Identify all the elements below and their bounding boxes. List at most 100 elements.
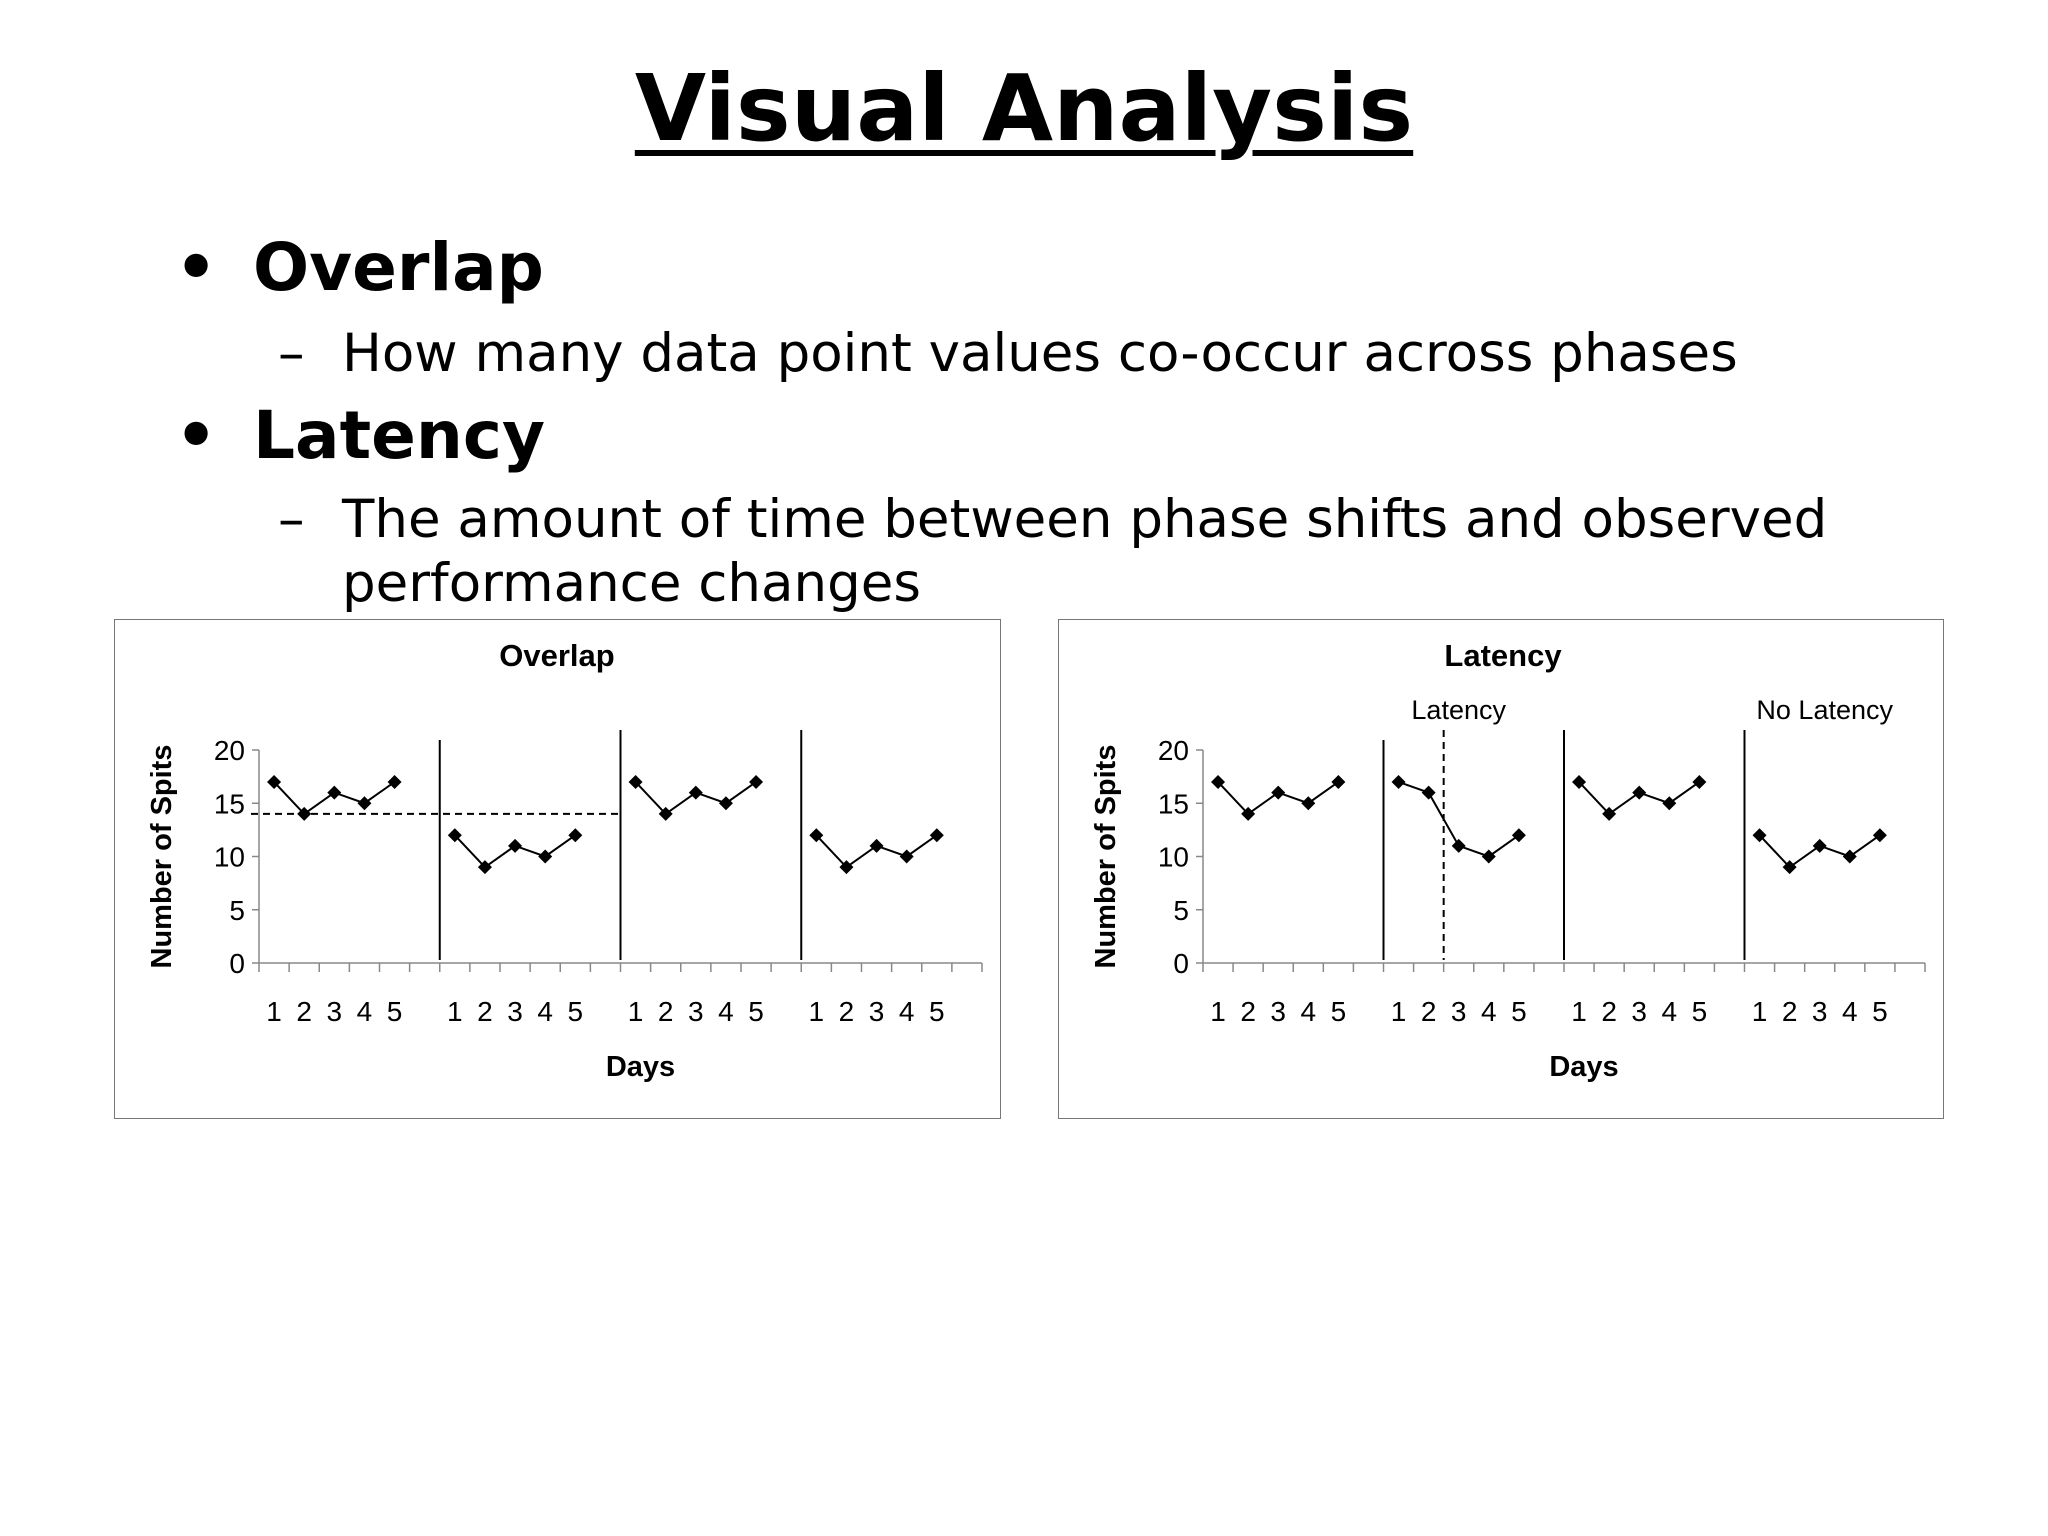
- data-point: [508, 838, 523, 853]
- sub-bullet-latency-line1: The amount of time between phase shifts …: [342, 489, 1828, 550]
- bullet-overlap: • Overlap: [175, 229, 544, 306]
- x-tick-label: 5: [1511, 996, 1527, 1027]
- y-tick-label: 5: [1173, 895, 1189, 926]
- sub-bullet-latency-line2: performance changes: [342, 553, 921, 614]
- x-tick-label: 3: [1631, 996, 1647, 1027]
- data-point: [718, 796, 733, 811]
- slide-title: Visual Analysis: [0, 58, 2048, 159]
- y-tick-label: 0: [229, 948, 245, 979]
- data-point: [357, 796, 372, 811]
- chart-title: Overlap: [499, 638, 614, 673]
- bullet-heading-latency: Latency: [253, 397, 546, 474]
- data-point: [1271, 785, 1286, 800]
- data-point: [1301, 796, 1316, 811]
- data-point: [1842, 849, 1857, 864]
- data-point: [809, 828, 824, 843]
- data-point: [1602, 806, 1617, 821]
- y-tick-label: 10: [1158, 842, 1189, 873]
- sub-bullet-latency: – The amount of time between phase shifts…: [278, 488, 1827, 616]
- x-tick-label: 5: [1692, 996, 1708, 1027]
- x-tick-label: 4: [357, 996, 373, 1027]
- y-axis-title: Number of Spits: [146, 745, 178, 969]
- x-tick-label: 3: [1812, 996, 1828, 1027]
- data-point: [327, 785, 342, 800]
- annotation-latency: Latency: [1411, 695, 1506, 725]
- x-axis-title: Days: [1549, 1051, 1618, 1083]
- data-point: [1391, 774, 1406, 789]
- x-tick-label: 1: [447, 996, 463, 1027]
- data-point: [899, 849, 914, 864]
- data-point: [749, 774, 764, 789]
- data-point: [1782, 860, 1797, 875]
- x-tick-label: 4: [718, 996, 734, 1027]
- data-point: [688, 785, 703, 800]
- data-point: [1662, 796, 1677, 811]
- sub-bullet-overlap: – How many data point values co-occur acr…: [278, 322, 1738, 386]
- overlap-chart-frame: Overlap 0 5 10 15 20 Number of Spits 1 2 3 4 5 1 2 3 4 5…: [114, 619, 1001, 1119]
- data-point: [387, 774, 402, 789]
- x-tick-label: 4: [899, 996, 915, 1027]
- data-point: [1632, 785, 1647, 800]
- x-axis-title: Days: [606, 1051, 675, 1083]
- bullet-latency: • Latency: [175, 397, 546, 474]
- x-tick-label: 3: [1451, 996, 1467, 1027]
- data-point: [1481, 849, 1496, 864]
- latency-chart-frame: Latency 0 5 10 15 20 Number of Spits 1 2 3 4 5 1 2 3 4 5…: [1058, 619, 1944, 1119]
- x-tick-label: 3: [1270, 996, 1286, 1027]
- x-tick-label: 5: [929, 996, 945, 1027]
- x-tick-label: 4: [1842, 996, 1858, 1027]
- y-tick-label: 20: [214, 735, 245, 766]
- y-axis-title: Number of Spits: [1090, 745, 1122, 969]
- x-tick-label: 5: [1331, 996, 1347, 1027]
- y-tick-label: 15: [214, 788, 245, 819]
- x-tick-label: 1: [809, 996, 825, 1027]
- x-tick-label: 1: [1571, 996, 1587, 1027]
- x-tick-label: 2: [477, 996, 493, 1027]
- data-point: [1211, 774, 1226, 789]
- x-tick-label: 2: [839, 996, 855, 1027]
- x-tick-label: 1: [628, 996, 644, 1027]
- data-point: [297, 806, 312, 821]
- x-tick-label: 5: [1872, 996, 1888, 1027]
- x-tick-label: 2: [658, 996, 674, 1027]
- data-point: [839, 860, 854, 875]
- x-tick-label: 2: [296, 996, 312, 1027]
- data-point: [929, 828, 944, 843]
- x-tick-label: 4: [537, 996, 553, 1027]
- dash-glyph: –: [278, 323, 305, 384]
- x-tick-label: 1: [1210, 996, 1226, 1027]
- data-point: [1421, 785, 1436, 800]
- y-tick-label: 5: [229, 895, 245, 926]
- data-point: [658, 806, 673, 821]
- x-tick-label: 2: [1421, 996, 1437, 1027]
- x-tick-label: 4: [1301, 996, 1317, 1027]
- chart-title: Latency: [1444, 638, 1562, 673]
- data-point: [1511, 828, 1526, 843]
- data-point: [1331, 774, 1346, 789]
- x-tick-label: 3: [688, 996, 704, 1027]
- dash-glyph: –: [278, 489, 305, 550]
- slide-title-text: Visual Analysis: [634, 55, 1414, 162]
- x-tick-label: 3: [327, 996, 343, 1027]
- y-tick-label: 20: [1158, 735, 1189, 766]
- annotation-no-latency: No Latency: [1756, 695, 1893, 725]
- data-point: [628, 774, 643, 789]
- data-point: [1752, 828, 1767, 843]
- data-point: [1872, 828, 1887, 843]
- data-point: [1692, 774, 1707, 789]
- bullet-heading-overlap: Overlap: [253, 229, 544, 306]
- data-point: [568, 828, 583, 843]
- x-tick-label: 1: [266, 996, 282, 1027]
- x-tick-label: 2: [1240, 996, 1256, 1027]
- x-tick-label: 5: [568, 996, 584, 1027]
- y-tick-label: 10: [214, 842, 245, 873]
- x-tick-label: 3: [869, 996, 885, 1027]
- data-point: [267, 774, 282, 789]
- sub-bullet-overlap-text: How many data point values co-occur acro…: [342, 323, 1738, 384]
- x-tick-label: 1: [1391, 996, 1407, 1027]
- data-point: [538, 849, 553, 864]
- data-point: [1241, 806, 1256, 821]
- x-tick-label: 3: [507, 996, 523, 1027]
